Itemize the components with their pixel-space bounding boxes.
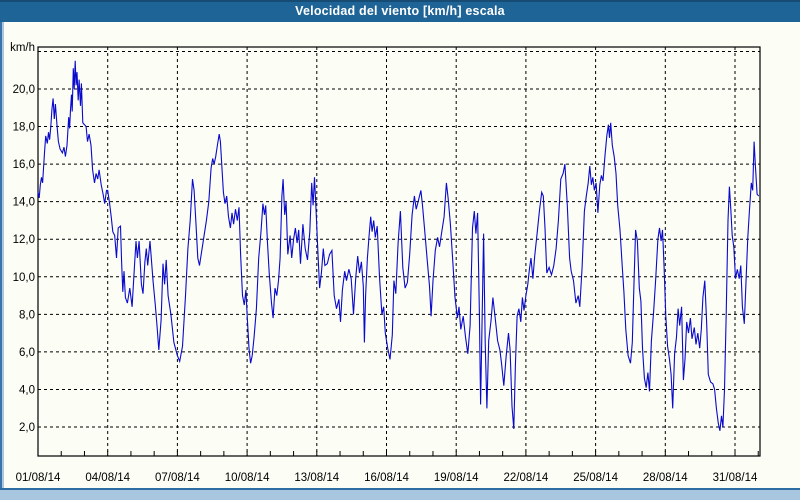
window-bottom-frame: [0, 488, 800, 500]
y-tick-label: 16,0: [13, 159, 35, 171]
x-tick-label: 13/08/14: [294, 472, 339, 484]
x-tick-label: 31/08/14: [713, 472, 758, 484]
y-tick-label: 18,0: [13, 122, 35, 134]
x-tick-label: 10/08/14: [225, 472, 270, 484]
x-tick-label: 25/08/14: [573, 472, 618, 484]
chart-title-bar: Velocidad del viento [km/h] escala: [0, 0, 800, 22]
y-tick-label: 10,0: [13, 272, 35, 284]
x-tick-label: 22/08/14: [504, 472, 549, 484]
x-tick-label: 19/08/14: [434, 472, 479, 484]
plot-border: [37, 46, 761, 457]
y-tick-label: 6,0: [19, 347, 35, 359]
x-minor-ticks: [60, 451, 759, 456]
y-tick-label: 4,0: [19, 384, 35, 396]
y-tick-label: 8,0: [19, 309, 35, 321]
x-tick-label: 28/08/14: [643, 472, 688, 484]
y-axis-unit-label: km/h: [10, 42, 35, 54]
x-tick-label: 04/08/14: [85, 472, 130, 484]
x-tick-label: 07/08/14: [155, 472, 200, 484]
y-tick-label: 12,0: [13, 234, 35, 246]
x-axis-labels: 01/08/14 04/08/14 07/08/14 10/08/14 13/08/14…: [16, 472, 758, 484]
y-tick-label: 20,0: [13, 84, 35, 96]
x-tick-label: 16/08/14: [364, 472, 409, 484]
y-tick-label: 2,0: [19, 422, 35, 434]
x-tick-label: 01/08/14: [16, 472, 61, 484]
y-axis-labels: 20,0 18,0 16,0 14,0 12,0 10,0 8,0 6,0 4,0 2,0: [13, 84, 35, 434]
window-left-frame: [0, 22, 4, 490]
wind-speed-line: [37, 60, 760, 431]
chart-title: Velocidad del viento [km/h] escala: [295, 4, 505, 18]
gridlines: [38, 47, 760, 456]
y-tick-label: 14,0: [13, 197, 35, 209]
